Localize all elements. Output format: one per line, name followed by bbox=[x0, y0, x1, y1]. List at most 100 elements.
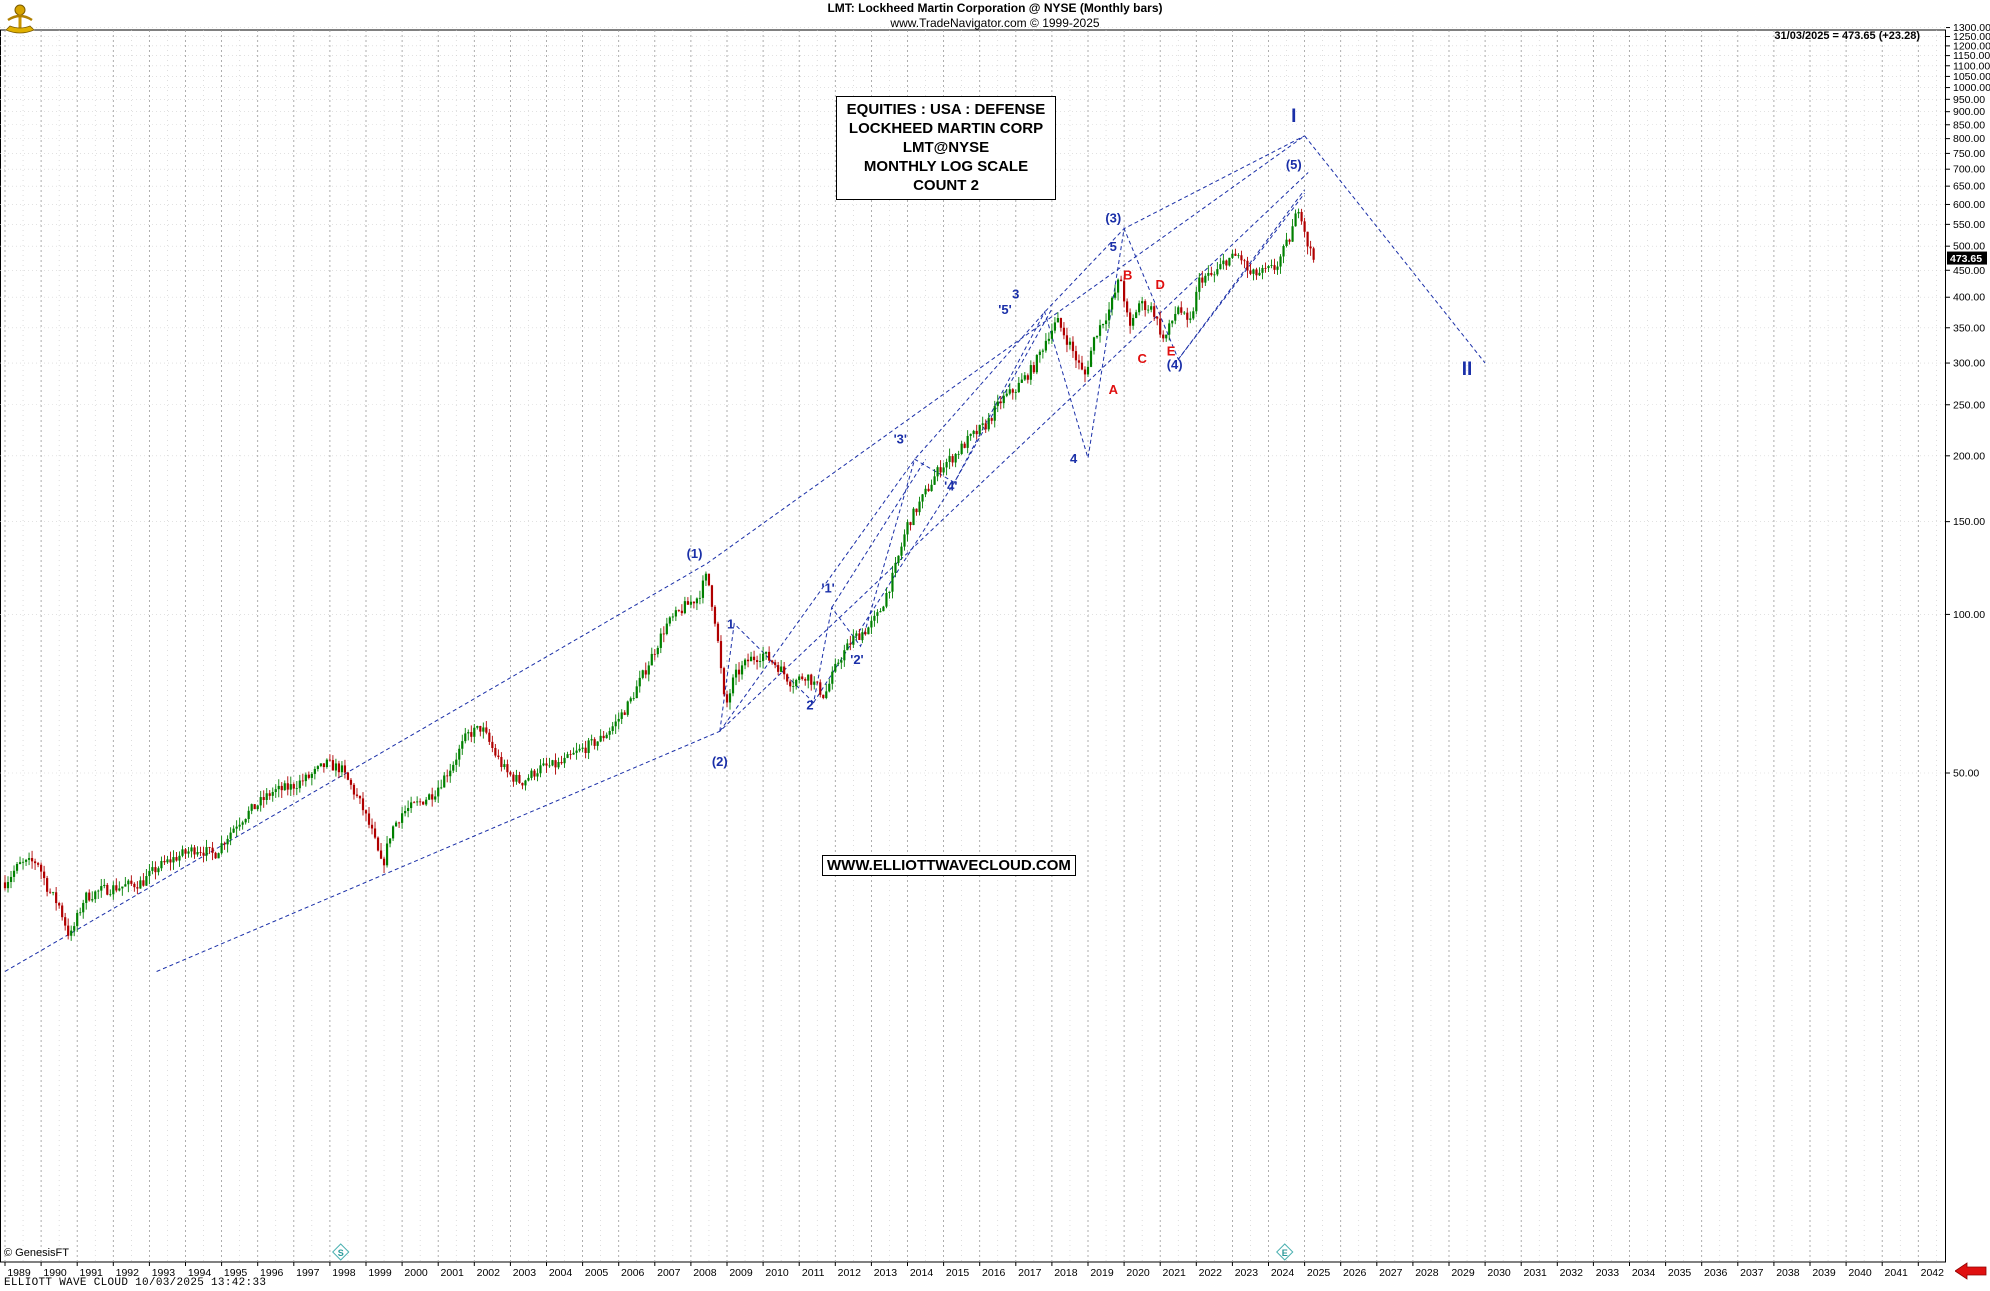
candle-body bbox=[626, 701, 629, 715]
candle-body bbox=[924, 488, 927, 495]
candle-body bbox=[18, 862, 22, 864]
candle-body bbox=[431, 794, 434, 800]
candle-body bbox=[996, 401, 999, 407]
x-tick-label: 2036 bbox=[1704, 1267, 1728, 1279]
candle-body bbox=[61, 905, 64, 918]
candle-body bbox=[470, 732, 473, 737]
candle-body bbox=[542, 763, 545, 766]
wave-label: '2' bbox=[850, 652, 863, 667]
candle-body bbox=[605, 734, 608, 739]
candle-body bbox=[169, 859, 172, 863]
x-tick-label: 2033 bbox=[1596, 1267, 1620, 1279]
candle-body bbox=[259, 797, 262, 806]
y-tick-label: 300.00 bbox=[1953, 358, 1985, 370]
candle-body bbox=[1141, 301, 1144, 304]
candle-body bbox=[966, 435, 969, 448]
website-label: WWW.ELLIOTTWAVECLOUD.COM bbox=[822, 855, 1076, 876]
x-tick-label: 2012 bbox=[838, 1267, 862, 1279]
candle-body bbox=[247, 810, 250, 820]
candle-body bbox=[777, 665, 780, 672]
x-tick-label: 2010 bbox=[765, 1267, 789, 1279]
x-tick-label: 1997 bbox=[296, 1267, 320, 1279]
wave-label: 5 bbox=[1110, 239, 1117, 254]
candle-body bbox=[728, 693, 732, 703]
candle-body bbox=[244, 819, 247, 823]
candle-body bbox=[190, 847, 193, 852]
candle-body bbox=[611, 726, 614, 732]
candle-body bbox=[199, 852, 202, 853]
candle-body bbox=[599, 735, 602, 742]
wave-label: B bbox=[1123, 268, 1132, 283]
candle-body bbox=[385, 843, 389, 866]
y-tick-label: 1150.00 bbox=[1953, 50, 1990, 62]
candle-body bbox=[1159, 318, 1162, 335]
candle-body bbox=[1282, 246, 1285, 257]
x-tick-label: 2006 bbox=[621, 1267, 645, 1279]
candle-body bbox=[289, 784, 292, 790]
candle-body bbox=[1270, 265, 1273, 266]
candle-body bbox=[328, 759, 331, 761]
left-arrow-icon[interactable] bbox=[1955, 1262, 1987, 1280]
candle-body bbox=[1020, 379, 1023, 383]
candle-body bbox=[443, 775, 446, 788]
candle-body bbox=[154, 867, 157, 873]
x-tick-label: 2032 bbox=[1560, 1267, 1584, 1279]
candle-body bbox=[771, 660, 774, 663]
candle-body bbox=[106, 884, 109, 895]
candle-body bbox=[518, 774, 521, 783]
candle-body bbox=[358, 795, 362, 799]
candle-body bbox=[295, 788, 298, 790]
candle-body bbox=[792, 686, 795, 687]
candle-body bbox=[1261, 267, 1264, 273]
candle-body bbox=[861, 632, 864, 640]
x-tick-label: 1995 bbox=[224, 1267, 248, 1279]
wave-trend-line bbox=[831, 459, 927, 608]
candle-body bbox=[945, 461, 948, 468]
candle-body bbox=[127, 880, 130, 885]
candle-body bbox=[972, 430, 975, 434]
candle-body bbox=[1123, 281, 1126, 302]
candle-body bbox=[822, 694, 825, 698]
wave-trend-line bbox=[813, 308, 1053, 703]
candle-body bbox=[64, 917, 67, 926]
candle-body bbox=[638, 677, 641, 687]
wave-label: A bbox=[1109, 382, 1119, 397]
candle-body bbox=[566, 754, 569, 758]
candle-body bbox=[1312, 248, 1315, 260]
x-tick-label: 1999 bbox=[368, 1267, 392, 1279]
wave-label: (3) bbox=[1105, 210, 1121, 225]
candle-body bbox=[930, 484, 933, 492]
candle-body bbox=[464, 733, 467, 742]
x-axis: 1989 1990 1991 1992 1993 1994 1995 1996 1997 1998… bbox=[4, 1262, 1944, 1279]
candle-body bbox=[1171, 320, 1174, 324]
candle-body bbox=[1132, 317, 1135, 326]
candle-body bbox=[834, 663, 837, 672]
candle-body bbox=[187, 851, 190, 854]
candle-body bbox=[647, 665, 650, 675]
chart-title: LMT: Lockheed Martin Corporation @ NYSE … bbox=[827, 1, 1163, 15]
candle-body bbox=[364, 810, 368, 814]
candle-body bbox=[1255, 269, 1258, 276]
candle-body bbox=[388, 838, 392, 844]
candle-body bbox=[557, 761, 560, 768]
candle-body bbox=[662, 633, 665, 635]
candle-body bbox=[343, 765, 347, 773]
candle-body bbox=[987, 418, 990, 430]
wave-label: '1' bbox=[821, 581, 834, 596]
candle-body bbox=[112, 885, 115, 895]
candle-body bbox=[76, 912, 79, 927]
candle-body bbox=[238, 824, 241, 827]
candle-body bbox=[749, 656, 753, 662]
candle-body bbox=[148, 870, 151, 877]
candle-body bbox=[1300, 211, 1303, 222]
candle-body bbox=[867, 627, 870, 635]
info-line: COUNT 2 bbox=[913, 177, 979, 194]
candle-body bbox=[1062, 327, 1066, 336]
x-tick-label: 2030 bbox=[1487, 1267, 1511, 1279]
cycle-marker-icon bbox=[332, 1243, 350, 1261]
candle-body bbox=[1144, 301, 1147, 311]
candle-body bbox=[355, 794, 359, 796]
candle-body bbox=[572, 752, 575, 755]
candle-body bbox=[1119, 279, 1123, 282]
y-tick-label: 1000.00 bbox=[1953, 82, 1990, 94]
